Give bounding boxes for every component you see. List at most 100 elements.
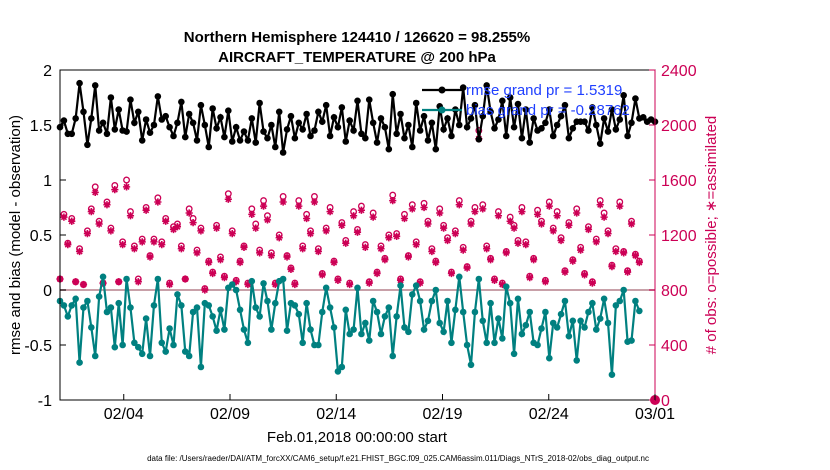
bias-point bbox=[291, 302, 299, 309]
rmse-point bbox=[616, 116, 624, 123]
obs-assimilated-marker bbox=[471, 208, 479, 216]
bias-point bbox=[565, 332, 573, 340]
bias-point bbox=[522, 321, 530, 329]
rmse-point bbox=[205, 143, 213, 151]
bias-point bbox=[260, 280, 267, 287]
bias-point bbox=[416, 297, 424, 305]
bias-point bbox=[84, 297, 91, 305]
bias-point bbox=[217, 306, 224, 314]
obs-assimilated-marker bbox=[498, 280, 506, 289]
bias-point bbox=[412, 282, 420, 289]
rmse-point bbox=[307, 132, 314, 140]
obs-assimilated-marker bbox=[412, 241, 420, 249]
rmse-point bbox=[60, 117, 68, 124]
bias-point bbox=[612, 302, 620, 309]
bias-point bbox=[448, 339, 455, 347]
bias-point bbox=[119, 341, 126, 349]
obs-assimilated-marker bbox=[310, 198, 319, 206]
bias-point bbox=[334, 368, 342, 375]
x-axis-label: Feb.01,2018 00:00:00 start bbox=[267, 429, 448, 446]
rmse-point bbox=[549, 132, 557, 140]
rmse-point bbox=[283, 126, 291, 133]
bias-point bbox=[546, 354, 553, 362]
rmse-point bbox=[162, 112, 169, 120]
obs-assimilated-marker bbox=[185, 209, 193, 217]
rmse-point bbox=[561, 101, 569, 109]
obs-assimilated-marker bbox=[420, 203, 428, 212]
rmse-point bbox=[252, 139, 260, 146]
obs-assimilated-marker bbox=[330, 258, 338, 267]
rmse-point bbox=[68, 130, 76, 138]
rmse-point bbox=[592, 121, 600, 129]
obs-assimilated-marker bbox=[588, 279, 596, 287]
rmse-point bbox=[193, 137, 201, 144]
bias-point bbox=[252, 304, 260, 311]
bias-point bbox=[158, 339, 166, 347]
rmse-point bbox=[103, 130, 111, 138]
obs-assimilated-marker bbox=[510, 224, 518, 232]
obs-assimilated-marker bbox=[287, 265, 295, 273]
rmse-point bbox=[88, 115, 95, 122]
obs-assimilated-marker bbox=[486, 256, 495, 264]
rmse-point bbox=[589, 104, 596, 111]
rmse-point bbox=[596, 140, 604, 147]
rmse-point bbox=[463, 123, 471, 131]
left-tick-label: 1 bbox=[43, 173, 52, 190]
rmse-point bbox=[311, 127, 318, 134]
rmse-point bbox=[166, 123, 173, 131]
obs-assimilated-marker bbox=[267, 252, 275, 260]
bias-point bbox=[205, 302, 213, 309]
obs-assimilated-marker bbox=[252, 224, 260, 232]
bias-point bbox=[322, 284, 330, 292]
rmse-point bbox=[334, 123, 342, 131]
rmse-point bbox=[612, 126, 620, 133]
bias-point bbox=[510, 350, 518, 358]
rmse-point bbox=[248, 115, 256, 122]
rmse-point bbox=[107, 94, 115, 101]
bias-point bbox=[600, 295, 608, 303]
rmse-point bbox=[174, 119, 181, 127]
bias-point bbox=[134, 343, 142, 351]
obs-assimilated-marker bbox=[283, 253, 291, 261]
bias-point bbox=[385, 304, 393, 311]
rmse-point bbox=[495, 116, 502, 123]
rmse-point bbox=[510, 123, 518, 131]
rmse-point bbox=[80, 108, 87, 116]
bias-point bbox=[170, 341, 177, 349]
bias-point bbox=[432, 286, 440, 294]
obs-assimilated-marker bbox=[455, 201, 463, 209]
bias-point bbox=[381, 313, 389, 320]
obs-assimilated-marker bbox=[393, 232, 401, 240]
obs-assimilated-marker bbox=[126, 212, 135, 220]
bias-point bbox=[209, 313, 216, 320]
bias-point bbox=[228, 281, 236, 288]
rmse-point bbox=[72, 115, 79, 122]
bias-point bbox=[315, 341, 322, 349]
obs-assimilated-marker bbox=[361, 243, 369, 251]
obs-assimilated-marker bbox=[169, 225, 178, 234]
rmse-point bbox=[608, 106, 616, 113]
bias-point bbox=[420, 326, 428, 333]
bias-point bbox=[76, 359, 83, 366]
obs-assimilated-marker bbox=[119, 241, 127, 249]
obs-assimilated-marker bbox=[494, 212, 503, 220]
obs-assimilated-marker bbox=[436, 209, 444, 217]
rmse-point bbox=[409, 143, 416, 151]
obs-assimilated-marker bbox=[209, 269, 217, 278]
obs-assimilated-marker bbox=[396, 276, 405, 284]
obs-assimilated-marker bbox=[459, 246, 467, 254]
bias-point bbox=[365, 337, 373, 344]
bias-point bbox=[424, 317, 432, 325]
bias-point bbox=[95, 293, 103, 300]
bias-point bbox=[60, 302, 68, 309]
bias-point bbox=[342, 306, 350, 314]
rmse-point bbox=[397, 110, 404, 118]
bias-point bbox=[585, 308, 592, 316]
bias-point bbox=[604, 319, 612, 327]
bias-point bbox=[369, 297, 377, 305]
rmse-point bbox=[201, 121, 209, 129]
bias-point bbox=[244, 339, 252, 347]
bias-point bbox=[479, 317, 487, 325]
rmse-point bbox=[444, 115, 451, 122]
rmse-point bbox=[330, 114, 338, 121]
